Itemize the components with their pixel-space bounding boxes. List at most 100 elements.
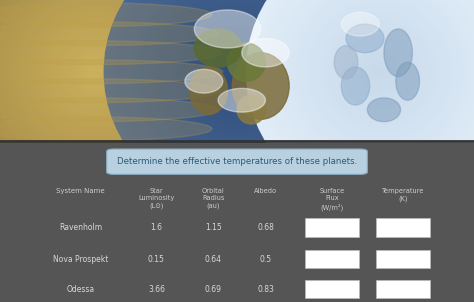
Ellipse shape <box>80 57 109 86</box>
Ellipse shape <box>0 0 233 211</box>
Text: Albedo: Albedo <box>254 188 277 194</box>
Ellipse shape <box>7 0 182 159</box>
Ellipse shape <box>132 0 342 177</box>
Ellipse shape <box>265 0 474 187</box>
Ellipse shape <box>62 39 128 105</box>
Ellipse shape <box>26 2 164 141</box>
Ellipse shape <box>69 46 120 97</box>
Ellipse shape <box>164 0 310 145</box>
Ellipse shape <box>301 0 457 150</box>
Text: 3.66: 3.66 <box>148 285 165 294</box>
Ellipse shape <box>288 0 471 164</box>
Ellipse shape <box>44 21 146 123</box>
Ellipse shape <box>246 0 474 205</box>
Ellipse shape <box>341 67 370 105</box>
Ellipse shape <box>347 40 411 104</box>
Ellipse shape <box>0 0 208 185</box>
Ellipse shape <box>0 0 211 189</box>
Ellipse shape <box>40 17 149 127</box>
FancyBboxPatch shape <box>305 218 359 236</box>
Ellipse shape <box>4 0 186 163</box>
Text: Surface
Flux
(W/m²): Surface Flux (W/m²) <box>319 188 345 210</box>
Ellipse shape <box>84 61 106 83</box>
Ellipse shape <box>210 44 264 99</box>
Ellipse shape <box>251 0 474 200</box>
Ellipse shape <box>0 0 219 196</box>
Ellipse shape <box>218 88 265 112</box>
Text: Star
Luminosity
(L⊙): Star Luminosity (L⊙) <box>138 188 174 209</box>
Text: Ravenholm: Ravenholm <box>59 223 102 232</box>
FancyBboxPatch shape <box>305 250 359 268</box>
Ellipse shape <box>36 13 153 130</box>
FancyBboxPatch shape <box>376 218 430 236</box>
Ellipse shape <box>65 43 124 101</box>
Ellipse shape <box>196 31 278 113</box>
Ellipse shape <box>22 0 168 145</box>
Text: Nova Prospekt: Nova Prospekt <box>53 255 108 264</box>
Ellipse shape <box>47 24 142 119</box>
Text: Odessa: Odessa <box>66 285 95 294</box>
Ellipse shape <box>214 49 260 95</box>
Ellipse shape <box>0 0 215 192</box>
Ellipse shape <box>228 43 265 81</box>
Ellipse shape <box>187 21 287 122</box>
Ellipse shape <box>237 95 265 124</box>
Ellipse shape <box>292 0 466 159</box>
Ellipse shape <box>242 38 289 67</box>
Text: 0.68: 0.68 <box>257 223 274 232</box>
Text: 1.6: 1.6 <box>150 223 163 232</box>
Ellipse shape <box>274 0 474 177</box>
Ellipse shape <box>33 10 157 134</box>
Ellipse shape <box>58 35 131 108</box>
Ellipse shape <box>118 0 356 191</box>
Ellipse shape <box>338 31 420 113</box>
Ellipse shape <box>324 17 434 127</box>
Ellipse shape <box>205 40 269 104</box>
Ellipse shape <box>127 0 347 182</box>
Ellipse shape <box>232 67 242 76</box>
Ellipse shape <box>0 0 222 200</box>
Ellipse shape <box>255 0 474 196</box>
Ellipse shape <box>155 0 319 154</box>
Ellipse shape <box>0 79 222 103</box>
Ellipse shape <box>279 0 474 173</box>
Ellipse shape <box>55 31 135 112</box>
Ellipse shape <box>374 67 384 76</box>
Text: 0.5: 0.5 <box>259 255 272 264</box>
Ellipse shape <box>343 35 416 108</box>
Ellipse shape <box>0 41 222 65</box>
Ellipse shape <box>384 29 412 76</box>
Ellipse shape <box>0 0 190 167</box>
Ellipse shape <box>319 12 439 131</box>
Ellipse shape <box>104 0 370 205</box>
Ellipse shape <box>333 26 425 118</box>
Ellipse shape <box>73 50 117 94</box>
Ellipse shape <box>191 26 283 118</box>
Ellipse shape <box>352 44 407 99</box>
FancyBboxPatch shape <box>305 280 359 298</box>
Ellipse shape <box>0 117 212 141</box>
Ellipse shape <box>109 0 365 200</box>
Text: Temperature
(K): Temperature (K) <box>382 188 424 202</box>
Text: Determine the effective temperatures of these planets.: Determine the effective temperatures of … <box>117 157 357 166</box>
Ellipse shape <box>365 58 393 85</box>
Ellipse shape <box>346 24 384 53</box>
Ellipse shape <box>159 0 315 150</box>
Ellipse shape <box>0 0 197 174</box>
Ellipse shape <box>341 12 379 36</box>
Ellipse shape <box>77 53 113 90</box>
Ellipse shape <box>306 0 452 145</box>
Ellipse shape <box>168 3 306 141</box>
Ellipse shape <box>329 21 429 122</box>
Text: 1.15: 1.15 <box>205 223 222 232</box>
Ellipse shape <box>356 49 402 95</box>
Ellipse shape <box>283 0 474 168</box>
Ellipse shape <box>0 0 226 204</box>
Ellipse shape <box>15 0 175 152</box>
Ellipse shape <box>334 46 358 79</box>
Text: Orbital
Radius
(au): Orbital Radius (au) <box>202 188 225 209</box>
Ellipse shape <box>370 63 388 81</box>
FancyBboxPatch shape <box>376 280 430 298</box>
Ellipse shape <box>173 8 301 136</box>
Ellipse shape <box>315 8 443 136</box>
